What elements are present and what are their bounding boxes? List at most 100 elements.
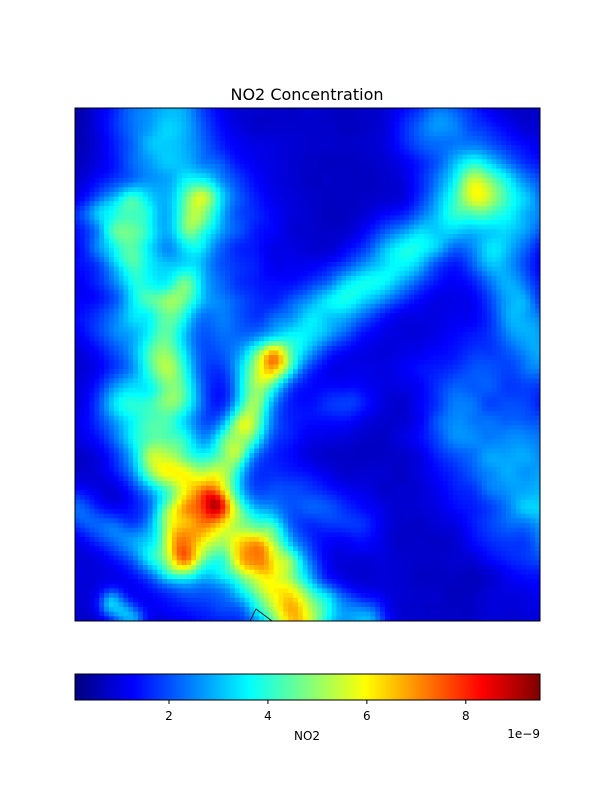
heatmap-cell	[331, 266, 338, 272]
heatmap-cell	[79, 317, 86, 324]
heatmap-cell	[118, 168, 125, 174]
heatmap-cell	[113, 289, 120, 296]
heatmap-cell	[491, 327, 497, 333]
heatmap-cell	[268, 313, 275, 319]
heatmap-cell	[535, 341, 540, 347]
heatmap-cell	[147, 275, 154, 282]
heatmap-cell	[171, 275, 178, 282]
heatmap-cell	[292, 266, 299, 272]
heatmap-cell	[104, 243, 110, 249]
heatmap-cell	[152, 313, 158, 319]
heatmap-cell	[162, 331, 168, 338]
heatmap-cell	[520, 154, 527, 160]
heatmap-cell	[380, 322, 386, 328]
heatmap-cell	[104, 215, 110, 221]
heatmap-cell	[506, 327, 512, 333]
heatmap-cell	[278, 140, 284, 146]
heatmap-cell	[428, 215, 435, 221]
heatmap-cell	[457, 191, 464, 198]
heatmap-cell	[128, 182, 134, 188]
heatmap-cell	[535, 247, 540, 254]
heatmap-cell	[312, 135, 318, 142]
heatmap-cell	[176, 313, 183, 319]
heatmap-cell	[302, 126, 309, 132]
heatmap-cell	[84, 131, 91, 137]
heatmap-cell	[123, 299, 129, 305]
heatmap-cell	[360, 135, 367, 142]
heatmap-cell	[520, 280, 527, 286]
heatmap-cell	[273, 145, 280, 151]
heatmap-cell	[142, 229, 149, 235]
heatmap-cell	[351, 327, 357, 333]
heatmap-cell	[230, 229, 236, 235]
heatmap-cell	[186, 126, 192, 132]
heatmap-cell	[389, 275, 396, 282]
heatmap-cell	[506, 205, 512, 212]
heatmap-cell	[157, 261, 163, 268]
heatmap-cell	[501, 243, 507, 249]
heatmap-cell	[259, 285, 265, 291]
heatmap-cell	[399, 327, 405, 333]
heatmap-cell	[249, 182, 255, 188]
heatmap-cell	[404, 331, 410, 338]
heatmap-cell	[496, 154, 502, 160]
heatmap-cell	[137, 121, 144, 128]
heatmap-cell	[380, 271, 386, 277]
heatmap-cell	[205, 219, 212, 226]
heatmap-cell	[89, 117, 95, 123]
heatmap-cell	[491, 317, 497, 324]
heatmap-cell	[137, 131, 144, 137]
heatmap-cell	[467, 177, 473, 184]
heatmap-cell	[515, 257, 522, 263]
heatmap-cell	[530, 247, 536, 254]
heatmap-cell	[205, 191, 212, 198]
heatmap-cell	[292, 163, 299, 170]
heatmap-cell	[452, 219, 459, 226]
heatmap-cell	[205, 336, 212, 342]
heatmap-cell	[355, 252, 362, 258]
heatmap-cell	[438, 187, 444, 193]
heatmap-cell	[215, 271, 221, 277]
heatmap-cell	[535, 308, 540, 314]
heatmap-cell	[443, 317, 449, 324]
heatmap-cell	[336, 201, 342, 207]
heatmap-cell	[297, 149, 304, 156]
heatmap-cell	[491, 271, 497, 277]
heatmap-cell	[530, 112, 536, 118]
heatmap-cell	[205, 224, 212, 230]
heatmap-cell	[428, 345, 435, 352]
heatmap-cell	[370, 317, 376, 324]
heatmap-cell	[457, 177, 464, 184]
heatmap-cell	[375, 247, 381, 254]
heatmap-cell	[186, 219, 192, 226]
heatmap-cell	[278, 331, 284, 338]
heatmap-cell	[133, 294, 139, 300]
heatmap-cell	[515, 159, 522, 165]
heatmap-cell	[167, 341, 173, 347]
heatmap-cell	[205, 121, 212, 128]
heatmap-cell	[215, 145, 221, 151]
heatmap-cell	[535, 135, 540, 142]
heatmap-cell	[326, 154, 333, 160]
heatmap-cell	[462, 233, 468, 240]
heatmap-cell	[142, 331, 149, 338]
heatmap-cell	[336, 313, 342, 319]
heatmap-cell	[234, 126, 241, 132]
heatmap-cell	[113, 336, 120, 342]
heatmap-cell	[230, 191, 236, 198]
heatmap-cell	[292, 196, 299, 202]
heatmap-cell	[506, 191, 512, 198]
heatmap-cell	[278, 159, 284, 165]
heatmap-cell	[147, 299, 154, 305]
heatmap-cell	[423, 135, 430, 142]
heatmap-cell	[365, 303, 372, 310]
heatmap-cell	[79, 336, 86, 342]
heatmap-cell	[385, 112, 391, 118]
heatmap-cell	[525, 168, 531, 174]
heatmap-cell	[360, 173, 367, 179]
heatmap-cell	[162, 252, 168, 258]
heatmap-cell	[128, 121, 134, 128]
heatmap-cell	[452, 294, 459, 300]
heatmap-cell	[259, 341, 265, 347]
heatmap-cell	[380, 299, 386, 305]
